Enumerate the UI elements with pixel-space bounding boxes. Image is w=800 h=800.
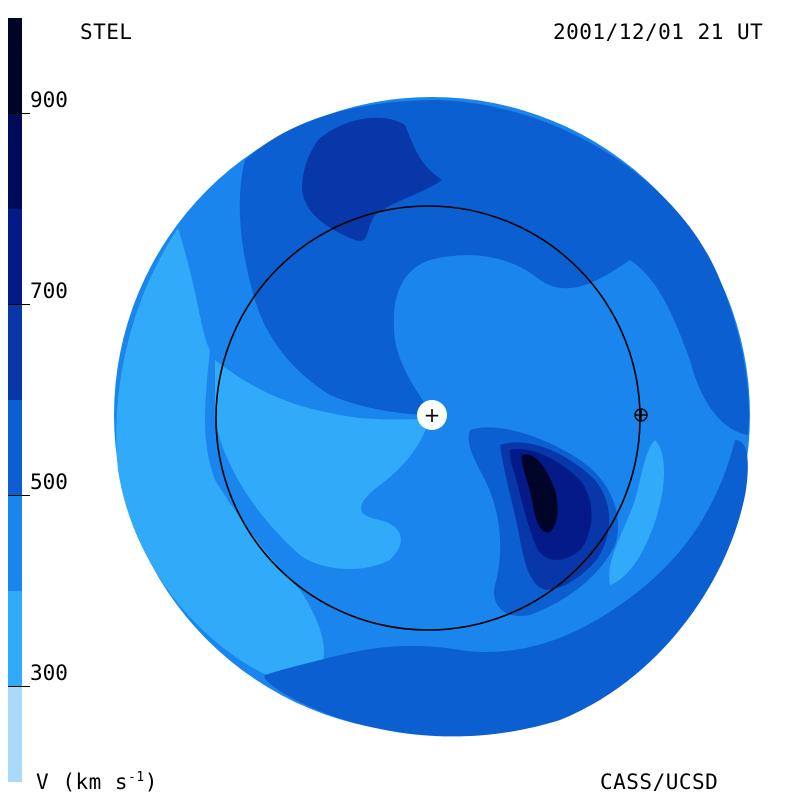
earth-symbol-icon xyxy=(634,408,648,422)
colorbar-tick-label: 700 xyxy=(30,278,68,303)
colorbar-tick-label: 500 xyxy=(30,469,68,494)
colorbar-band xyxy=(8,304,22,400)
colorbar xyxy=(8,18,30,782)
source-label: STEL xyxy=(80,20,133,44)
colorbar-band xyxy=(8,400,22,496)
colorbar-tick-label: 300 xyxy=(30,660,68,685)
slow-wind-region-east-strip xyxy=(609,440,665,585)
velocity-unit-label: V (km s-1) xyxy=(36,770,158,794)
peak-density-region xyxy=(521,454,558,533)
credit-label: CASS/UCSD xyxy=(600,770,719,794)
colorbar-band xyxy=(8,686,22,782)
sun-center-plus: + xyxy=(424,403,441,427)
dense-region-north xyxy=(302,117,442,241)
sun-marker xyxy=(417,400,447,430)
fast-wind-region-south xyxy=(264,440,748,737)
unit-quantity: V xyxy=(36,770,50,794)
colorbar-band xyxy=(8,113,22,209)
unit-close: ) xyxy=(144,770,158,794)
colorbar-band xyxy=(8,591,22,687)
slow-wind-region-inner-west xyxy=(215,360,430,570)
unit-exponent: -1 xyxy=(128,770,145,785)
slow-wind-region-west xyxy=(116,228,324,681)
earth-orbit-circle xyxy=(215,205,641,631)
timestamp: 2001/12/01 21 UT xyxy=(553,20,764,44)
colorbar-band xyxy=(8,209,22,305)
colorbar-tick-label: 900 xyxy=(30,87,68,112)
unit-open: (km s xyxy=(62,770,129,794)
colorbar-band xyxy=(8,18,22,114)
colorbar-band xyxy=(8,495,22,591)
